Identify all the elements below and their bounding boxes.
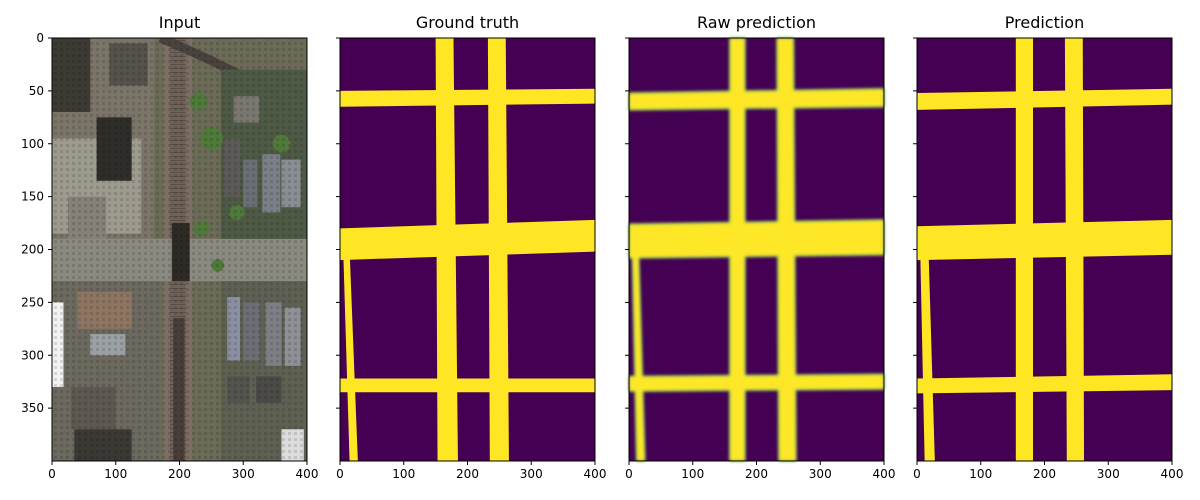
x-tick-label: 300 xyxy=(520,467,543,481)
x-tick-label: 100 xyxy=(681,467,704,481)
x-tick-label: 200 xyxy=(745,467,768,481)
panel-title-raw-prediction: Raw prediction xyxy=(697,13,816,32)
x-tick-label: 0 xyxy=(48,467,56,481)
road-horizontal-1 xyxy=(340,88,595,107)
x-tick-label: 300 xyxy=(232,467,255,481)
x-tick-label: 300 xyxy=(809,467,832,481)
panel-title-ground-truth: Ground truth xyxy=(416,13,519,32)
y-tick-label: 350 xyxy=(21,401,44,415)
x-tick-label: 0 xyxy=(913,467,921,481)
aerial-image xyxy=(52,38,307,461)
mask-roads xyxy=(917,38,1172,461)
y-tick-label: 250 xyxy=(21,295,44,309)
mask-roads xyxy=(629,38,884,461)
road-horizontal-3 xyxy=(629,374,884,392)
x-tick-label: 100 xyxy=(392,467,415,481)
road-horizontal-1 xyxy=(917,88,1172,110)
y-tick-label: 50 xyxy=(29,84,44,98)
road-horizontal-2 xyxy=(917,219,1172,261)
x-tick-label: 400 xyxy=(584,467,607,481)
road-horizontal-2 xyxy=(340,219,595,261)
y-tick-label: 300 xyxy=(21,348,44,362)
mask-roads xyxy=(340,38,595,461)
x-tick-label: 100 xyxy=(969,467,992,481)
y-tick-label: 150 xyxy=(21,190,44,204)
road-horizontal-3 xyxy=(340,378,595,393)
x-tick-label: 400 xyxy=(1161,467,1184,481)
x-tick-label: 0 xyxy=(336,467,344,481)
x-tick-label: 200 xyxy=(168,467,191,481)
panel-title-prediction: Prediction xyxy=(1005,13,1084,32)
road-horizontal-3 xyxy=(917,374,1172,394)
y-tick-label: 0 xyxy=(36,31,44,45)
panel-title-input: Input xyxy=(159,13,200,32)
x-tick-label: 300 xyxy=(1097,467,1120,481)
y-tick-label: 100 xyxy=(21,137,44,151)
road-horizontal-1 xyxy=(629,88,884,110)
x-tick-label: 0 xyxy=(625,467,633,481)
panel-input: Input 0 100 200 300 400 0 50 100 150 200 250 300 350 xyxy=(21,13,318,481)
panel-ground-truth: Ground truth 0 100 200 300 400 xyxy=(336,13,606,481)
x-tick-label: 400 xyxy=(296,467,319,481)
x-tick-label: 200 xyxy=(456,467,479,481)
x-tick-label: 200 xyxy=(1033,467,1056,481)
x-tick-label: 100 xyxy=(104,467,127,481)
panel-raw-prediction: Raw prediction 0 100 200 300 400 xyxy=(625,13,895,481)
y-tick-label: 200 xyxy=(21,243,44,257)
road-vertical-3 xyxy=(920,249,935,461)
panel-prediction: Prediction 0 100 200 300 400 xyxy=(913,13,1183,481)
x-tick-label: 400 xyxy=(873,467,896,481)
road-vertical-3 xyxy=(343,249,358,461)
aerial-texture-overlay xyxy=(52,38,307,461)
road-horizontal-2 xyxy=(629,219,884,258)
road-vertical-3 xyxy=(632,249,645,461)
